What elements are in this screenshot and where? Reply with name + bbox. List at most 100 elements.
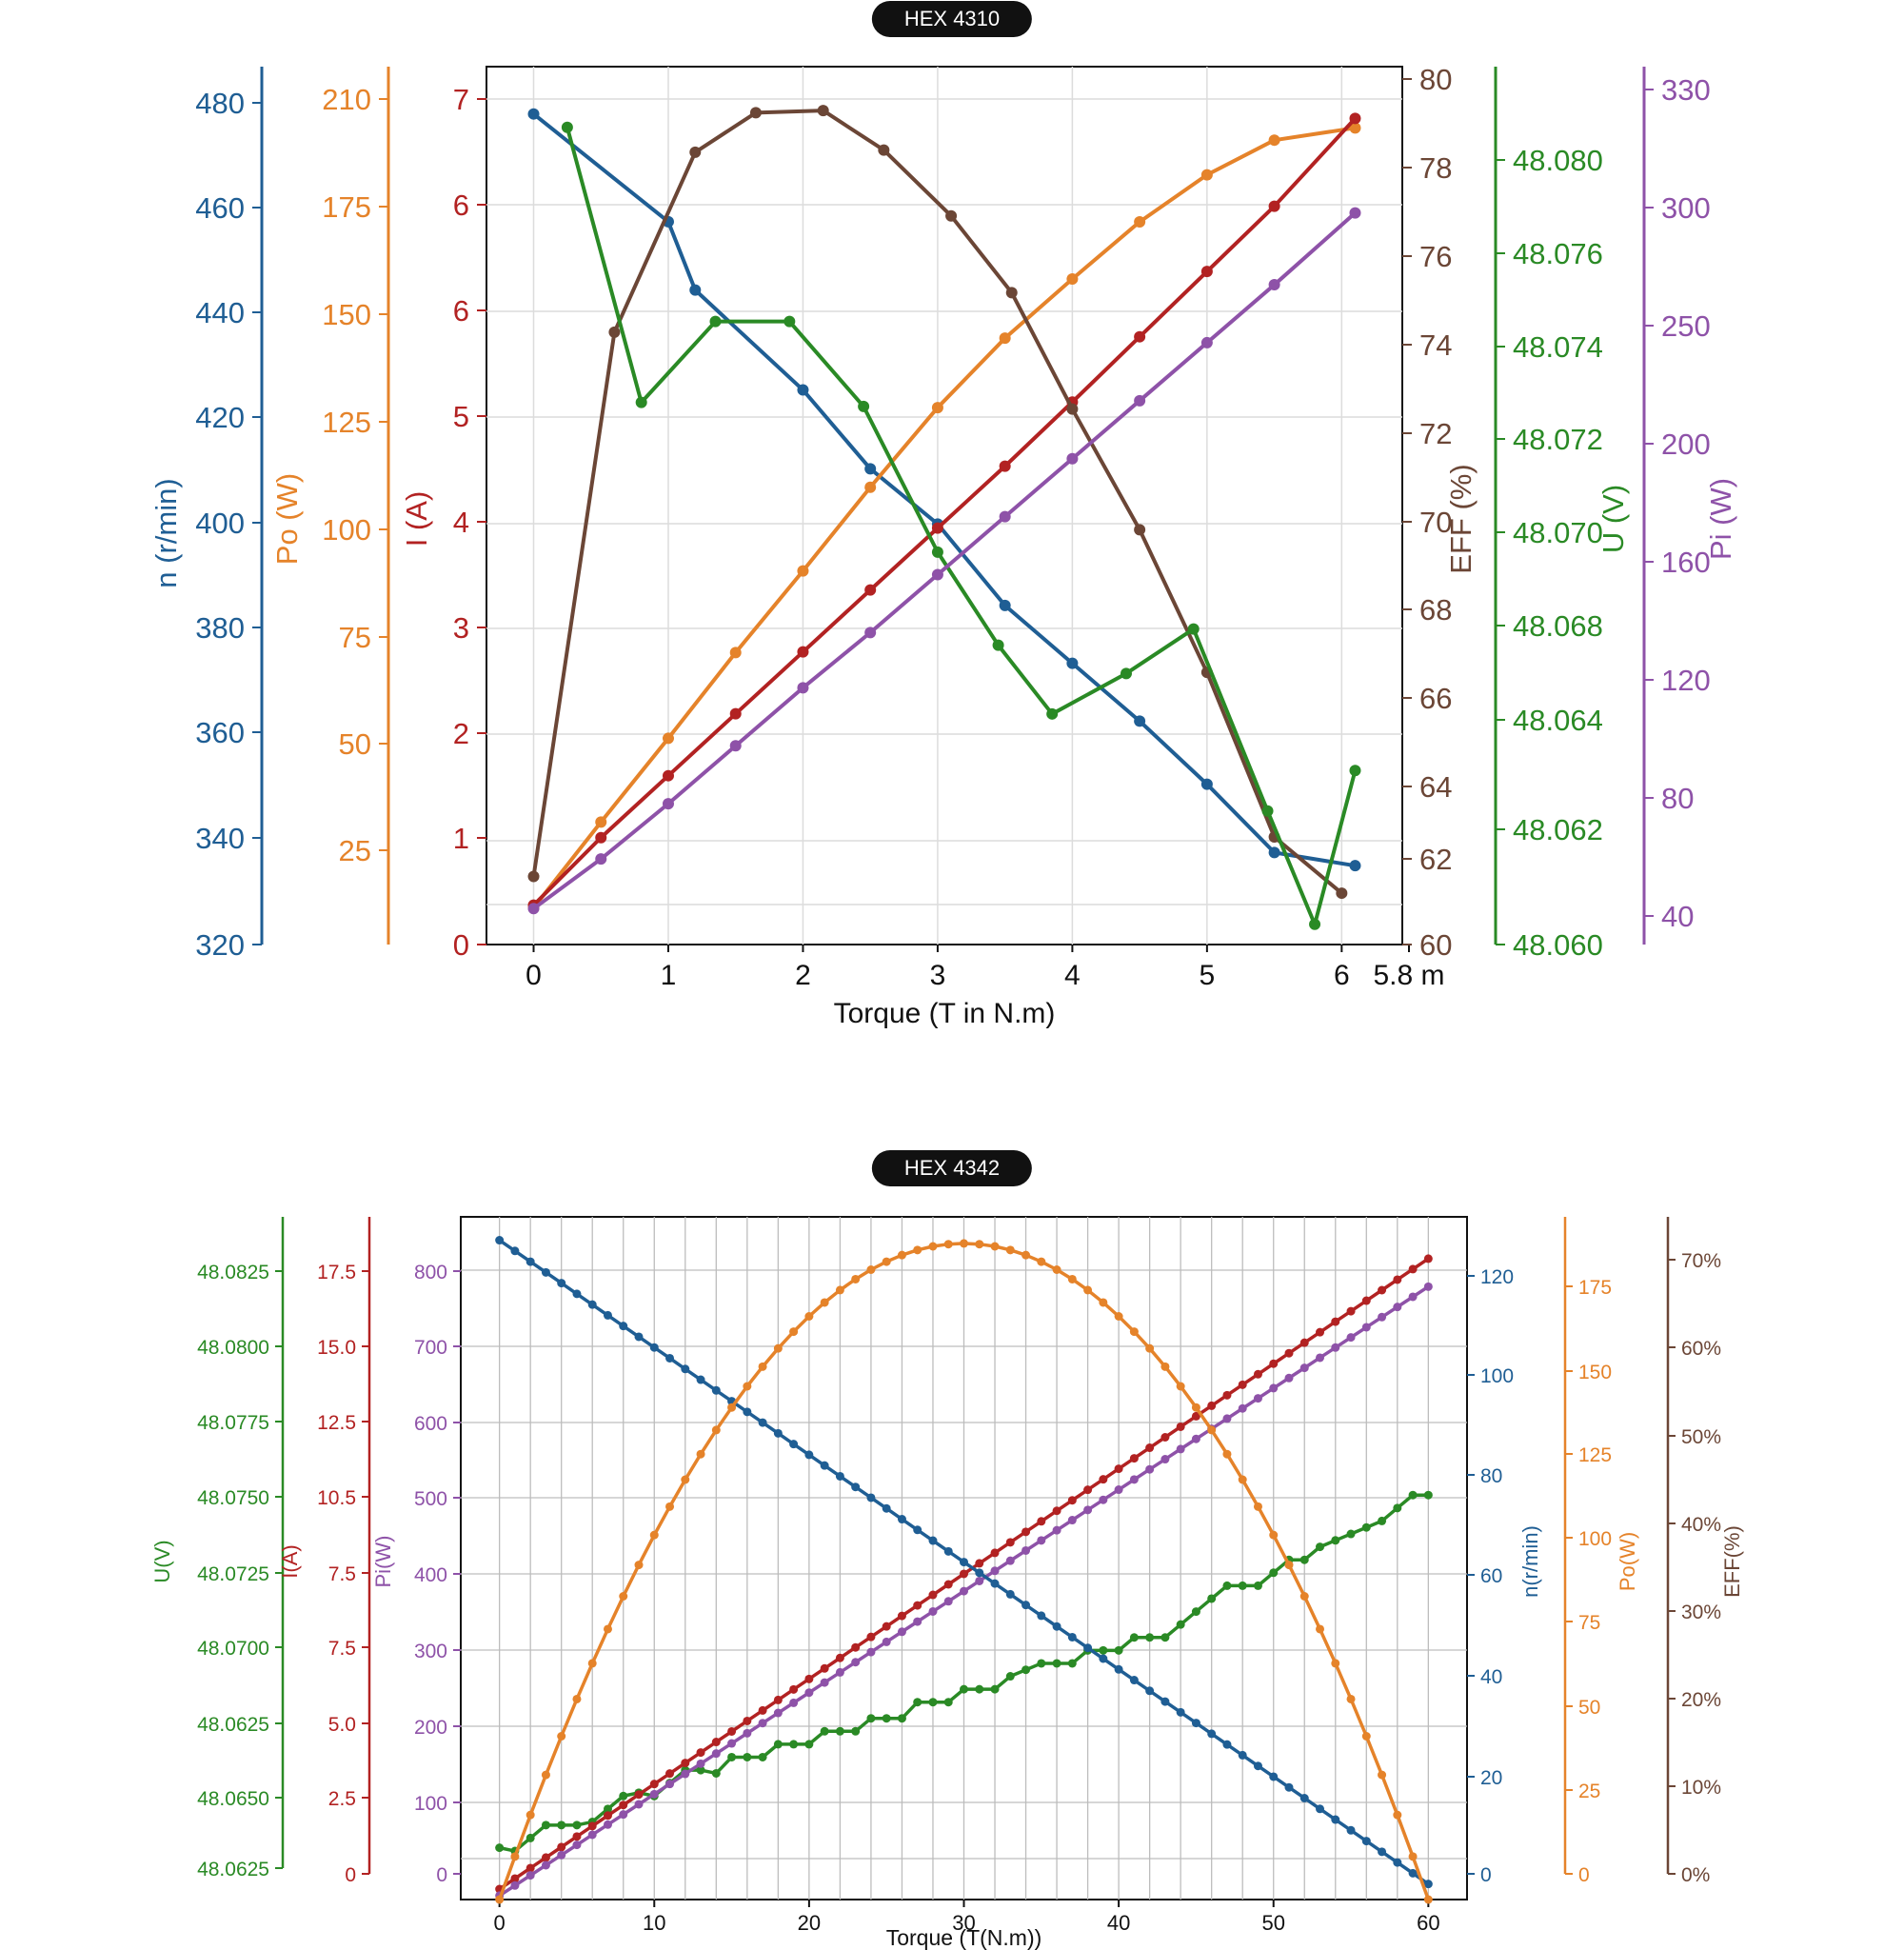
data-point-i bbox=[1037, 1517, 1046, 1526]
data-point-i bbox=[835, 1653, 844, 1662]
data-point-i bbox=[797, 646, 809, 658]
data-point-n bbox=[1129, 1676, 1139, 1685]
axis-tick-label-pi: 800 bbox=[414, 1262, 447, 1283]
axis-tick-label-pi: 120 bbox=[1661, 664, 1711, 697]
axis-tick-label-n: 80 bbox=[1480, 1465, 1502, 1487]
data-point-i bbox=[743, 1716, 752, 1725]
axis-tick-label-u: 48.0750 bbox=[197, 1487, 269, 1509]
data-point-po bbox=[634, 1561, 644, 1570]
data-point-i bbox=[851, 1642, 861, 1652]
data-point-pi bbox=[1268, 279, 1280, 291]
data-point-pi bbox=[727, 1739, 737, 1748]
axis-tick-label-u: 48.0725 bbox=[197, 1563, 269, 1585]
data-point-u bbox=[1378, 1516, 1387, 1525]
data-point-pi bbox=[1393, 1303, 1402, 1312]
data-point-u bbox=[572, 1821, 582, 1830]
data-point-i bbox=[975, 1559, 984, 1568]
data-point-pi bbox=[1005, 1556, 1015, 1565]
data-point-pi bbox=[1299, 1363, 1309, 1373]
data-point-po bbox=[711, 1425, 721, 1435]
data-point-pi bbox=[526, 1871, 535, 1880]
data-point-eff bbox=[878, 144, 890, 156]
x-tick-label: 60 bbox=[1417, 1911, 1439, 1935]
data-point-u bbox=[943, 1698, 953, 1707]
data-point-po bbox=[662, 732, 674, 745]
axis-tick-label-po: 175 bbox=[1578, 1277, 1612, 1299]
data-point-pi bbox=[587, 1830, 597, 1840]
data-point-i bbox=[1331, 1317, 1340, 1326]
data-point-pi bbox=[1253, 1394, 1262, 1403]
data-point-pi bbox=[1134, 394, 1146, 407]
data-point-pi bbox=[729, 740, 742, 752]
axis-tick-label-u: 48.080 bbox=[1513, 144, 1603, 177]
axis-tick-label-i: 10.5 bbox=[317, 1487, 356, 1509]
data-point-u bbox=[866, 1714, 876, 1723]
data-point-i bbox=[711, 1738, 721, 1747]
data-point-u bbox=[1187, 623, 1200, 635]
axis-tick-label-po: 125 bbox=[322, 406, 371, 439]
data-point-n bbox=[527, 108, 540, 120]
data-point-po bbox=[1222, 1449, 1232, 1459]
data-point-i bbox=[1268, 200, 1280, 212]
x-tick-label: 50 bbox=[1261, 1911, 1284, 1935]
chart-title-badge: HEX 4310 bbox=[871, 1, 1033, 37]
data-point-u bbox=[931, 546, 943, 558]
x-tick-label: 0 bbox=[494, 1911, 506, 1935]
data-point-i bbox=[928, 1590, 938, 1600]
data-point-po bbox=[1114, 1311, 1123, 1321]
axis-tick-label-i: 0 bbox=[345, 1864, 356, 1886]
data-point-i bbox=[931, 522, 943, 534]
data-point-u bbox=[635, 396, 647, 408]
data-point-n bbox=[820, 1461, 829, 1470]
data-point-pi bbox=[1099, 1495, 1108, 1504]
data-point-po bbox=[789, 1327, 799, 1337]
data-point-po bbox=[1052, 1264, 1061, 1274]
data-point-po bbox=[1346, 1694, 1356, 1703]
data-point-n bbox=[1066, 657, 1079, 669]
data-point-i bbox=[773, 1695, 783, 1704]
data-point-n bbox=[866, 1493, 876, 1502]
axis-label-eff: EFF(%) bbox=[1720, 1525, 1744, 1598]
data-point-n bbox=[928, 1536, 938, 1545]
data-point-po bbox=[1160, 1362, 1170, 1371]
data-point-pi bbox=[649, 1789, 659, 1799]
data-point-i bbox=[990, 1548, 1000, 1558]
data-point-n bbox=[1207, 1729, 1217, 1739]
data-point-eff bbox=[817, 105, 829, 117]
data-point-po bbox=[619, 1591, 628, 1601]
data-point-po bbox=[1176, 1382, 1185, 1391]
data-point-i bbox=[662, 769, 674, 782]
data-point-u bbox=[603, 1804, 612, 1814]
data-point-u bbox=[783, 315, 796, 328]
x-tick-label: 4 bbox=[1064, 960, 1081, 991]
data-point-po bbox=[541, 1770, 550, 1780]
axis-tick-label-u: 48.072 bbox=[1513, 423, 1603, 456]
data-point-i bbox=[1021, 1527, 1031, 1537]
data-point-u bbox=[1349, 765, 1361, 777]
data-point-n bbox=[758, 1418, 767, 1427]
data-point-po bbox=[943, 1240, 953, 1249]
data-point-u bbox=[709, 315, 722, 328]
data-point-po bbox=[1269, 1530, 1279, 1540]
axis-tick-label-pi: 200 bbox=[1661, 428, 1711, 461]
data-point-u bbox=[561, 121, 573, 133]
data-point-u bbox=[960, 1684, 968, 1694]
data-point-po bbox=[990, 1242, 1000, 1251]
axis-tick-label-eff: 60 bbox=[1419, 928, 1452, 962]
axis-tick-label-eff: 80 bbox=[1419, 63, 1452, 96]
axis-tick-label-eff: 68 bbox=[1419, 593, 1452, 627]
data-point-po bbox=[1349, 122, 1361, 134]
data-point-i bbox=[541, 1853, 550, 1862]
data-point-i bbox=[1346, 1306, 1356, 1316]
axis-tick-label-po: 25 bbox=[1578, 1781, 1600, 1802]
data-point-u bbox=[1145, 1633, 1155, 1642]
axis-tick-label-pi: 700 bbox=[414, 1337, 447, 1359]
data-point-po bbox=[999, 332, 1011, 345]
data-point-pi bbox=[527, 903, 540, 915]
data-point-pi bbox=[931, 568, 943, 581]
data-point-po bbox=[696, 1449, 705, 1459]
axis-tick-label-eff: 72 bbox=[1419, 417, 1452, 450]
data-point-po bbox=[665, 1502, 675, 1511]
